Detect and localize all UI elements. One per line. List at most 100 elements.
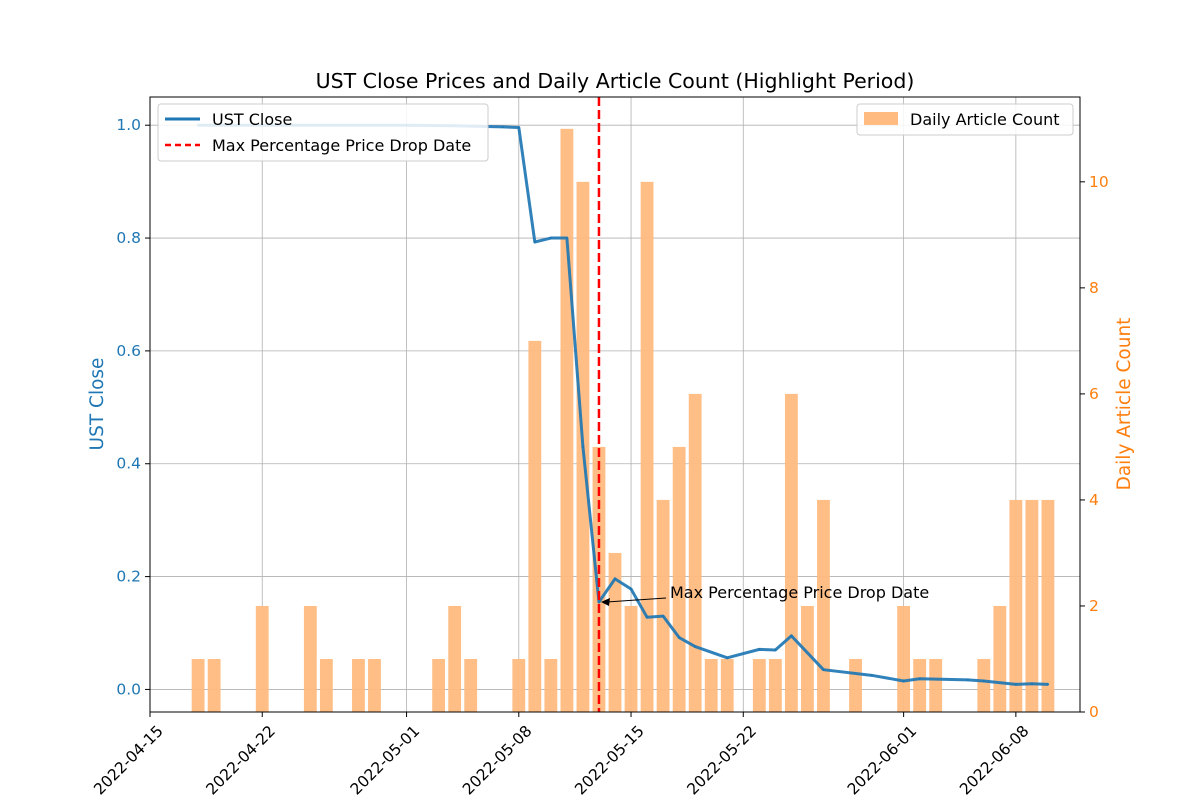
y-axis-right-label: Daily Article Count xyxy=(1114,318,1135,491)
ust-close-point xyxy=(790,634,793,638)
ust-close-point xyxy=(645,616,649,619)
bar xyxy=(993,605,1007,712)
bar xyxy=(624,605,638,712)
legend-right: Daily Article Count xyxy=(856,103,1074,136)
ust-close-point xyxy=(1030,682,1034,685)
legend-bar-swatch xyxy=(864,112,898,125)
ust-close-point xyxy=(565,236,569,240)
ust-close-point xyxy=(533,240,537,244)
bar xyxy=(368,658,381,712)
x-tick-label-group: 2022-05-01 xyxy=(347,722,423,798)
bar xyxy=(801,605,814,712)
y-axis-left-label: UST Close xyxy=(87,358,108,451)
x-tick-label-group: 2022-05-22 xyxy=(684,722,760,798)
bar xyxy=(672,446,686,712)
y-right-tick-label: 4 xyxy=(1089,491,1099,509)
y-right-tick-label: 0 xyxy=(1089,703,1099,721)
x-tick-label-group: 2022-04-22 xyxy=(203,722,279,798)
bar-series xyxy=(191,128,1055,713)
ust-close-point xyxy=(549,236,553,240)
bar xyxy=(528,340,542,712)
annotation-arrow-shaft xyxy=(606,597,667,603)
y-right-tick-label: 2 xyxy=(1089,597,1099,615)
x-tick-label: 2022-05-22 xyxy=(684,722,760,798)
y-left-tick-label: 0.8 xyxy=(116,229,141,247)
plot-frame xyxy=(149,96,1081,713)
ust-close-point xyxy=(517,126,520,129)
bar xyxy=(752,658,766,712)
x-tick-label-group: 2022-04-15 xyxy=(90,722,166,798)
bar xyxy=(784,393,798,712)
y-axis-left: 0.0 0.2 0.4 0.6 0.8 1.0 xyxy=(116,116,150,698)
y-right-tick-label: 8 xyxy=(1089,279,1099,297)
legend-label-max-drop: Max Percentage Price Drop Date xyxy=(212,136,471,155)
ust-close-point xyxy=(870,674,873,677)
bar xyxy=(464,658,478,712)
bar xyxy=(977,658,991,712)
ust-close-point xyxy=(581,445,585,449)
y-axis-right: 0 2 4 6 8 10 xyxy=(1080,173,1109,721)
legend-label-article-count: Daily Article Count xyxy=(910,110,1060,129)
ust-close-point xyxy=(1014,683,1018,686)
y-right-tick-label: 10 xyxy=(1089,173,1109,191)
bar xyxy=(448,605,462,712)
bar xyxy=(768,658,782,712)
ust-close-point xyxy=(661,614,665,618)
legend-left-box xyxy=(157,103,489,162)
y-left-tick-label: 0.4 xyxy=(116,455,141,473)
ust-close-point xyxy=(966,678,969,682)
x-tick-label: 2022-06-01 xyxy=(844,722,920,798)
bar xyxy=(303,605,317,712)
bar xyxy=(207,658,221,712)
ust-close-point xyxy=(726,656,729,660)
y-left-tick-label: 0.6 xyxy=(116,342,141,360)
y-left-tick-label: 0.0 xyxy=(116,680,141,698)
bar xyxy=(849,658,862,712)
bar xyxy=(608,552,622,712)
ust-close-point xyxy=(758,648,761,651)
bar xyxy=(688,393,702,712)
ust-close-point xyxy=(597,600,601,604)
bar xyxy=(656,499,670,712)
annotation-text: Max Percentage Price Drop Date xyxy=(670,583,929,602)
annotation-arrow-head xyxy=(600,597,610,606)
x-tick-label-group: 2022-05-15 xyxy=(571,722,647,798)
x-tick-label: 2022-05-01 xyxy=(347,722,423,798)
legend-right-box xyxy=(856,103,1074,136)
bar xyxy=(913,658,927,712)
bar xyxy=(512,658,526,712)
x-tick-label: 2022-04-15 xyxy=(90,722,166,798)
bar xyxy=(560,128,574,712)
bar xyxy=(1009,499,1023,712)
bar xyxy=(640,181,654,713)
ust-close-point xyxy=(1046,683,1050,686)
x-tick-label-group: 2022-06-08 xyxy=(956,722,1032,798)
ust-close-point xyxy=(982,679,985,683)
ust-close-point xyxy=(629,587,633,591)
ust-close-point xyxy=(774,648,777,652)
bar xyxy=(255,605,269,712)
x-tick-label: 2022-06-08 xyxy=(956,722,1032,798)
annotation: Max Percentage Price Drop Date xyxy=(600,583,929,606)
x-tick-label: 2022-05-15 xyxy=(571,722,647,798)
x-axis: 2022-04-15 2022-04-22 2022-05-01 2022-05-08… xyxy=(90,712,1033,798)
bar xyxy=(352,658,365,712)
ust-close-point xyxy=(822,668,825,671)
ust-close-point xyxy=(501,125,504,129)
ust-close-point xyxy=(902,679,905,683)
x-tick-label: 2022-04-22 xyxy=(203,722,279,798)
ust-close-point xyxy=(613,577,617,581)
bar xyxy=(720,658,734,712)
ust-close-point xyxy=(677,636,681,639)
bar xyxy=(817,499,830,712)
ust-close-point xyxy=(693,645,697,648)
bar xyxy=(1025,499,1039,712)
x-tick-label-group: 2022-06-01 xyxy=(844,722,920,798)
bar xyxy=(704,658,718,712)
x-tick-label: 2022-05-08 xyxy=(459,722,535,798)
bar xyxy=(544,658,558,712)
chart-title: UST Close Prices and Daily Article Count… xyxy=(316,69,915,93)
y-right-tick-label: 6 xyxy=(1089,385,1099,403)
y-left-tick-label: 0.2 xyxy=(116,568,141,586)
